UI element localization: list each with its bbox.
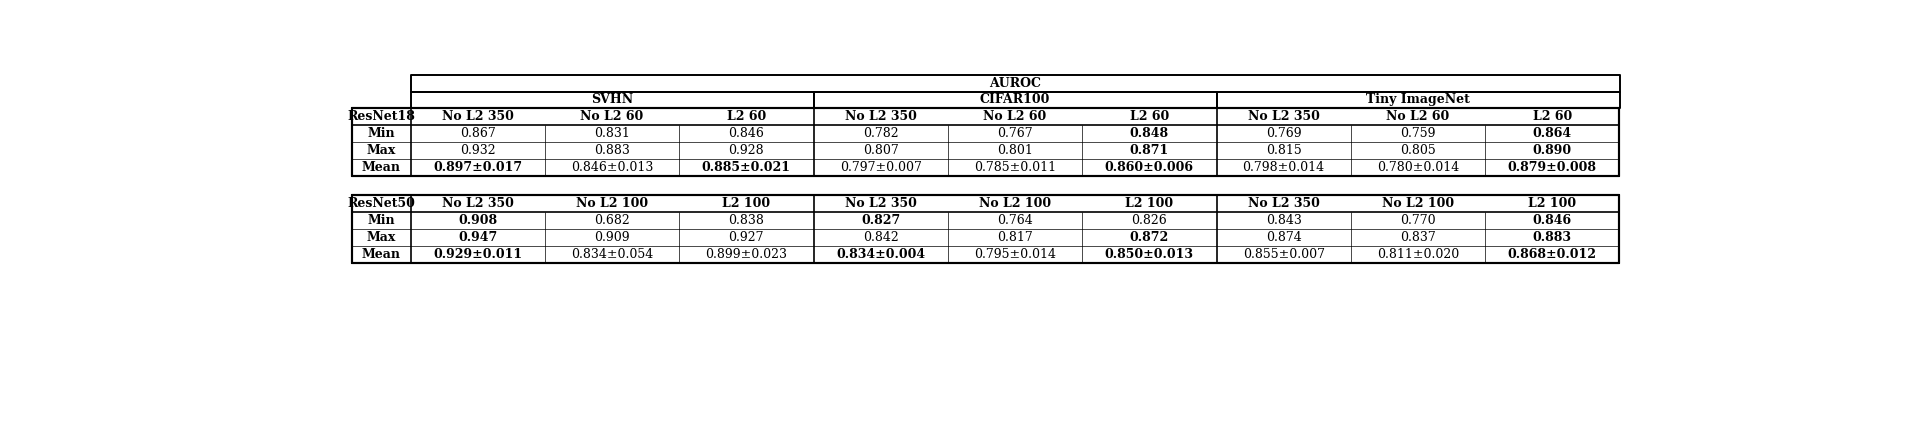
Text: 0.838: 0.838 [728,214,764,227]
Text: 0.868±0.012: 0.868±0.012 [1507,248,1597,261]
Text: ResNet50: ResNet50 [348,197,415,211]
Text: 0.798±0.014: 0.798±0.014 [1242,161,1325,174]
Bar [814,91,1217,109]
Text: 0.834±0.004: 0.834±0.004 [835,248,925,261]
Text: 0.842: 0.842 [862,231,899,245]
Text: L2 60: L2 60 [726,110,766,124]
Text: 0.770: 0.770 [1400,214,1436,227]
Text: 0.811±0.020: 0.811±0.020 [1377,248,1459,261]
Text: CIFAR100: CIFAR100 [979,94,1050,106]
Text: 0.850±0.013: 0.850±0.013 [1104,248,1194,261]
Text: 0.759: 0.759 [1400,127,1436,140]
Text: No L2 350: No L2 350 [442,197,515,211]
Text: 0.682: 0.682 [593,214,630,227]
Text: 0.908: 0.908 [459,214,497,227]
Text: Max: Max [367,231,396,245]
Text: 0.872: 0.872 [1129,231,1169,245]
Text: Mean: Mean [363,161,401,174]
Text: 0.855±0.007: 0.855±0.007 [1242,248,1325,261]
Text: 0.834±0.054: 0.834±0.054 [570,248,653,261]
Text: 0.928: 0.928 [728,144,764,157]
Text: 0.817: 0.817 [996,231,1033,245]
Text: No L2 100: No L2 100 [1382,197,1453,211]
Bar [1217,91,1619,109]
Text: No L2 60: No L2 60 [983,110,1046,124]
Bar [411,75,1619,91]
Text: No L2 350: No L2 350 [1248,197,1319,211]
Text: AUROC: AUROC [989,76,1041,90]
Text: 0.883: 0.883 [1532,231,1572,245]
Text: 0.947: 0.947 [459,231,497,245]
Text: 0.879±0.008: 0.879±0.008 [1507,161,1597,174]
Text: No L2 350: No L2 350 [845,197,916,211]
Text: 0.846: 0.846 [1532,214,1572,227]
Text: 0.846: 0.846 [728,127,764,140]
Text: 0.899±0.023: 0.899±0.023 [705,248,787,261]
Bar [353,109,1619,176]
Text: 0.848: 0.848 [1129,127,1169,140]
Text: 0.780±0.014: 0.780±0.014 [1377,161,1459,174]
Text: 0.890: 0.890 [1532,144,1572,157]
Text: 0.831: 0.831 [593,127,630,140]
Text: 0.805: 0.805 [1400,144,1436,157]
Text: No L2 350: No L2 350 [845,110,916,124]
Text: Min: Min [367,127,396,140]
Text: ResNet18: ResNet18 [348,110,415,124]
Text: 0.909: 0.909 [593,231,630,245]
Text: 0.815: 0.815 [1265,144,1302,157]
Text: L2 60: L2 60 [1532,110,1572,124]
Text: No L2 100: No L2 100 [979,197,1050,211]
Text: 0.837: 0.837 [1400,231,1436,245]
Text: 0.864: 0.864 [1532,127,1572,140]
Text: 0.867: 0.867 [459,127,495,140]
Text: No L2 350: No L2 350 [442,110,515,124]
Text: 0.883: 0.883 [593,144,630,157]
Text: 0.827: 0.827 [860,214,900,227]
Text: 0.785±0.011: 0.785±0.011 [973,161,1056,174]
Text: 0.801: 0.801 [996,144,1033,157]
Text: 0.795±0.014: 0.795±0.014 [973,248,1056,261]
Text: 0.797±0.007: 0.797±0.007 [839,161,922,174]
Bar [353,196,1619,263]
Text: 0.897±0.017: 0.897±0.017 [434,161,522,174]
Text: Max: Max [367,144,396,157]
Text: 0.885±0.021: 0.885±0.021 [703,161,791,174]
Text: 0.929±0.011: 0.929±0.011 [434,248,522,261]
Text: No L2 100: No L2 100 [576,197,649,211]
Text: No L2 60: No L2 60 [1386,110,1450,124]
Text: 0.767: 0.767 [996,127,1033,140]
Text: Min: Min [367,214,396,227]
Text: L2 100: L2 100 [1125,197,1173,211]
Text: 0.860±0.006: 0.860±0.006 [1104,161,1194,174]
Text: L2 60: L2 60 [1129,110,1169,124]
Text: L2 100: L2 100 [1528,197,1576,211]
Text: 0.826: 0.826 [1131,214,1167,227]
Text: 0.846±0.013: 0.846±0.013 [570,161,653,174]
Text: 0.843: 0.843 [1265,214,1302,227]
Text: 0.927: 0.927 [728,231,764,245]
Text: 0.871: 0.871 [1129,144,1169,157]
Bar [411,91,814,109]
Text: 0.769: 0.769 [1265,127,1302,140]
Text: No L2 350: No L2 350 [1248,110,1319,124]
Text: 0.782: 0.782 [862,127,899,140]
Text: L2 100: L2 100 [722,197,770,211]
Text: 0.932: 0.932 [461,144,495,157]
Text: Tiny ImageNet: Tiny ImageNet [1365,94,1471,106]
Text: Mean: Mean [363,248,401,261]
Text: SVHN: SVHN [591,94,634,106]
Text: No L2 60: No L2 60 [580,110,643,124]
Text: 0.874: 0.874 [1265,231,1302,245]
Text: 0.764: 0.764 [996,214,1033,227]
Text: 0.807: 0.807 [862,144,899,157]
